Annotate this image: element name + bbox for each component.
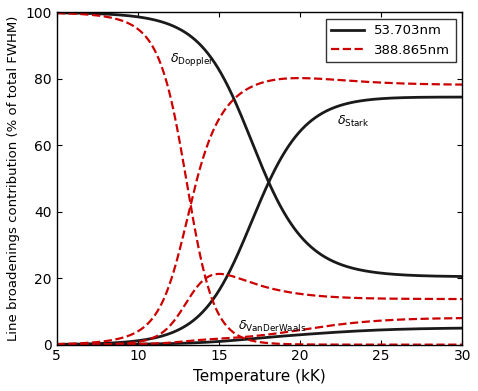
- Text: $\delta_{\mathregular{Doppler}}$: $\delta_{\mathregular{Doppler}}$: [170, 51, 215, 68]
- Y-axis label: Line broadenings contribution (% of total FWHM): Line broadenings contribution (% of tota…: [7, 16, 20, 341]
- Text: $\delta_{\mathregular{VanDerWaals}}$: $\delta_{\mathregular{VanDerWaals}}$: [239, 319, 307, 334]
- X-axis label: Temperature (kK): Temperature (kK): [193, 369, 326, 384]
- Text: $\delta_{\mathregular{Stark}}$: $\delta_{\mathregular{Stark}}$: [337, 115, 370, 129]
- Legend: 53.703nm, 388.865nm: 53.703nm, 388.865nm: [326, 19, 456, 62]
